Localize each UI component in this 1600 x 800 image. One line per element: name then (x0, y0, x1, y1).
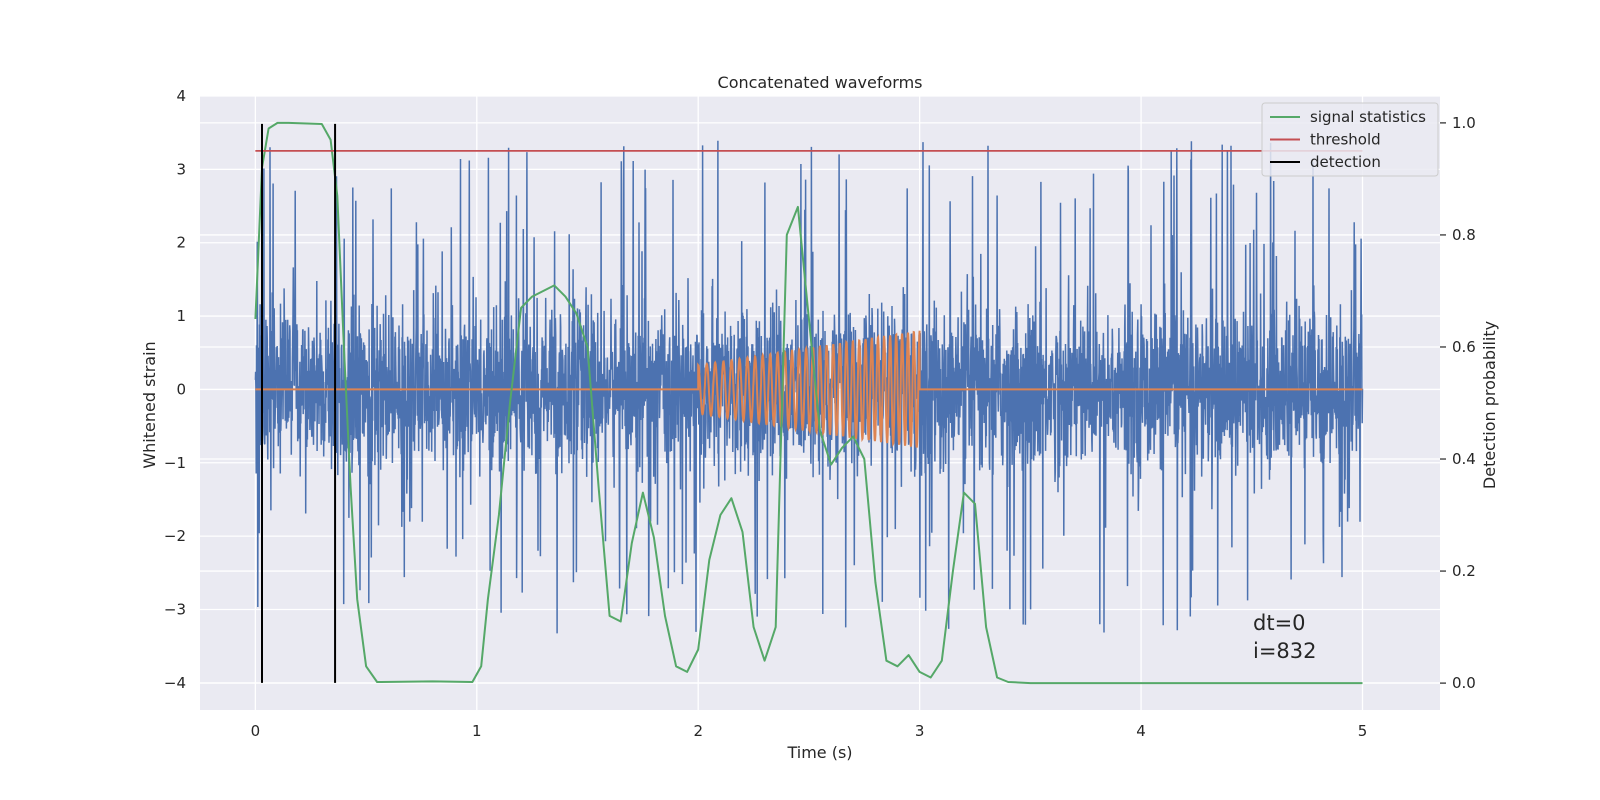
legend-label: detection (1310, 153, 1381, 171)
y-tick-label: 2 (176, 234, 186, 252)
axes: 0 1 2 3 4 5 −4 −3 −2 −1 0 1 2 3 4 0.0 0.2 0.4 0.6 0.8 1.0 (164, 87, 1476, 740)
annotation-dt: dt=0 (1253, 611, 1306, 635)
y2-tick-label: 0.0 (1452, 674, 1476, 692)
legend-label: signal statistics (1310, 108, 1426, 126)
y-tick-label: −4 (164, 674, 186, 692)
strain-series-line (254, 140, 1364, 634)
x-tick-label: 1 (472, 722, 482, 740)
y-tick-label: 3 (176, 160, 186, 178)
y-tick-label: 0 (176, 380, 186, 398)
x-tick-label: 2 (693, 722, 703, 740)
y-tick-label: 4 (176, 87, 186, 105)
y2-axis-label: Detection probability (1480, 321, 1499, 489)
y-tick-label: −1 (164, 454, 186, 472)
y-tick-label: −2 (164, 527, 186, 545)
y2-tick-label: 1.0 (1452, 114, 1476, 132)
y-tick-label: −3 (164, 601, 186, 619)
signal-statistics-line (254, 121, 1363, 685)
legend-box (1261, 102, 1439, 177)
y2-tick-label: 0.4 (1452, 450, 1476, 468)
legend: signal statistics threshold detection (1261, 102, 1439, 177)
injection-series-line (255, 330, 1363, 448)
x-tick-label: 5 (1358, 722, 1368, 740)
annotation-i: i=832 (1253, 639, 1317, 663)
y2-tick-label: 0.2 (1452, 562, 1476, 580)
legend-label: threshold (1310, 131, 1381, 149)
y2-tick-label: 0.8 (1452, 226, 1476, 244)
x-tick-label: 3 (915, 722, 925, 740)
y-tick-label: 1 (176, 307, 186, 325)
plot-area (254, 121, 1364, 685)
y2-tick-label: 0.6 (1452, 338, 1476, 356)
x-tick-label: 0 (251, 722, 261, 740)
chart-title: Concatenated waveforms (718, 73, 923, 92)
x-axis-label: Time (s) (786, 743, 852, 762)
y-axis-label: Whitened strain (140, 341, 159, 468)
x-tick-label: 4 (1136, 722, 1146, 740)
